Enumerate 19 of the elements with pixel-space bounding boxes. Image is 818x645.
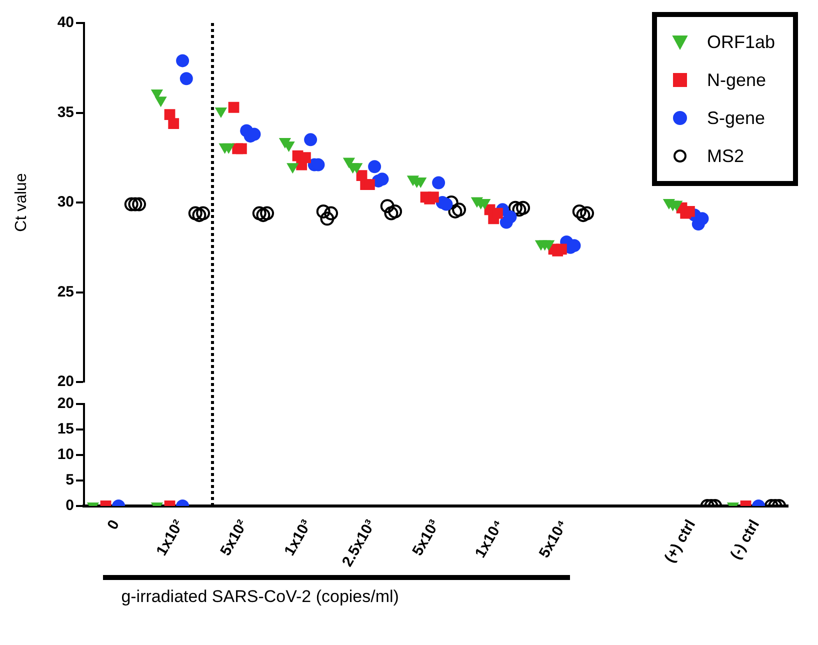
x-tick-label: 0 (104, 517, 124, 533)
legend-label: ORF1ab (706, 32, 775, 52)
y-axis-title: Ct value (13, 173, 30, 232)
y-tick-label: 0 (66, 497, 74, 514)
y-tick-label: 25 (57, 283, 74, 300)
x-tick-label: (+) ctrl (661, 517, 700, 566)
legend-label: S-gene (706, 108, 766, 128)
legend-label: N-gene (706, 70, 766, 90)
y-tick-label: 20 (57, 373, 74, 390)
x-tick-label: (-) ctrl (727, 517, 764, 562)
y-tick-label: 35 (57, 104, 74, 121)
y-tick-label: 10 (57, 446, 74, 464)
y-tick-label: 5 (66, 472, 74, 489)
y-tick-label: 20 (57, 395, 74, 412)
legend-label: MS2 (706, 146, 744, 166)
y-tick-label: 30 (57, 194, 74, 211)
y-tick-label: 40 (57, 14, 74, 32)
y-tick-label: 15 (57, 420, 74, 438)
x-axis-title: g-irradiated SARS-CoV-2 (copies/ml) (121, 587, 400, 607)
